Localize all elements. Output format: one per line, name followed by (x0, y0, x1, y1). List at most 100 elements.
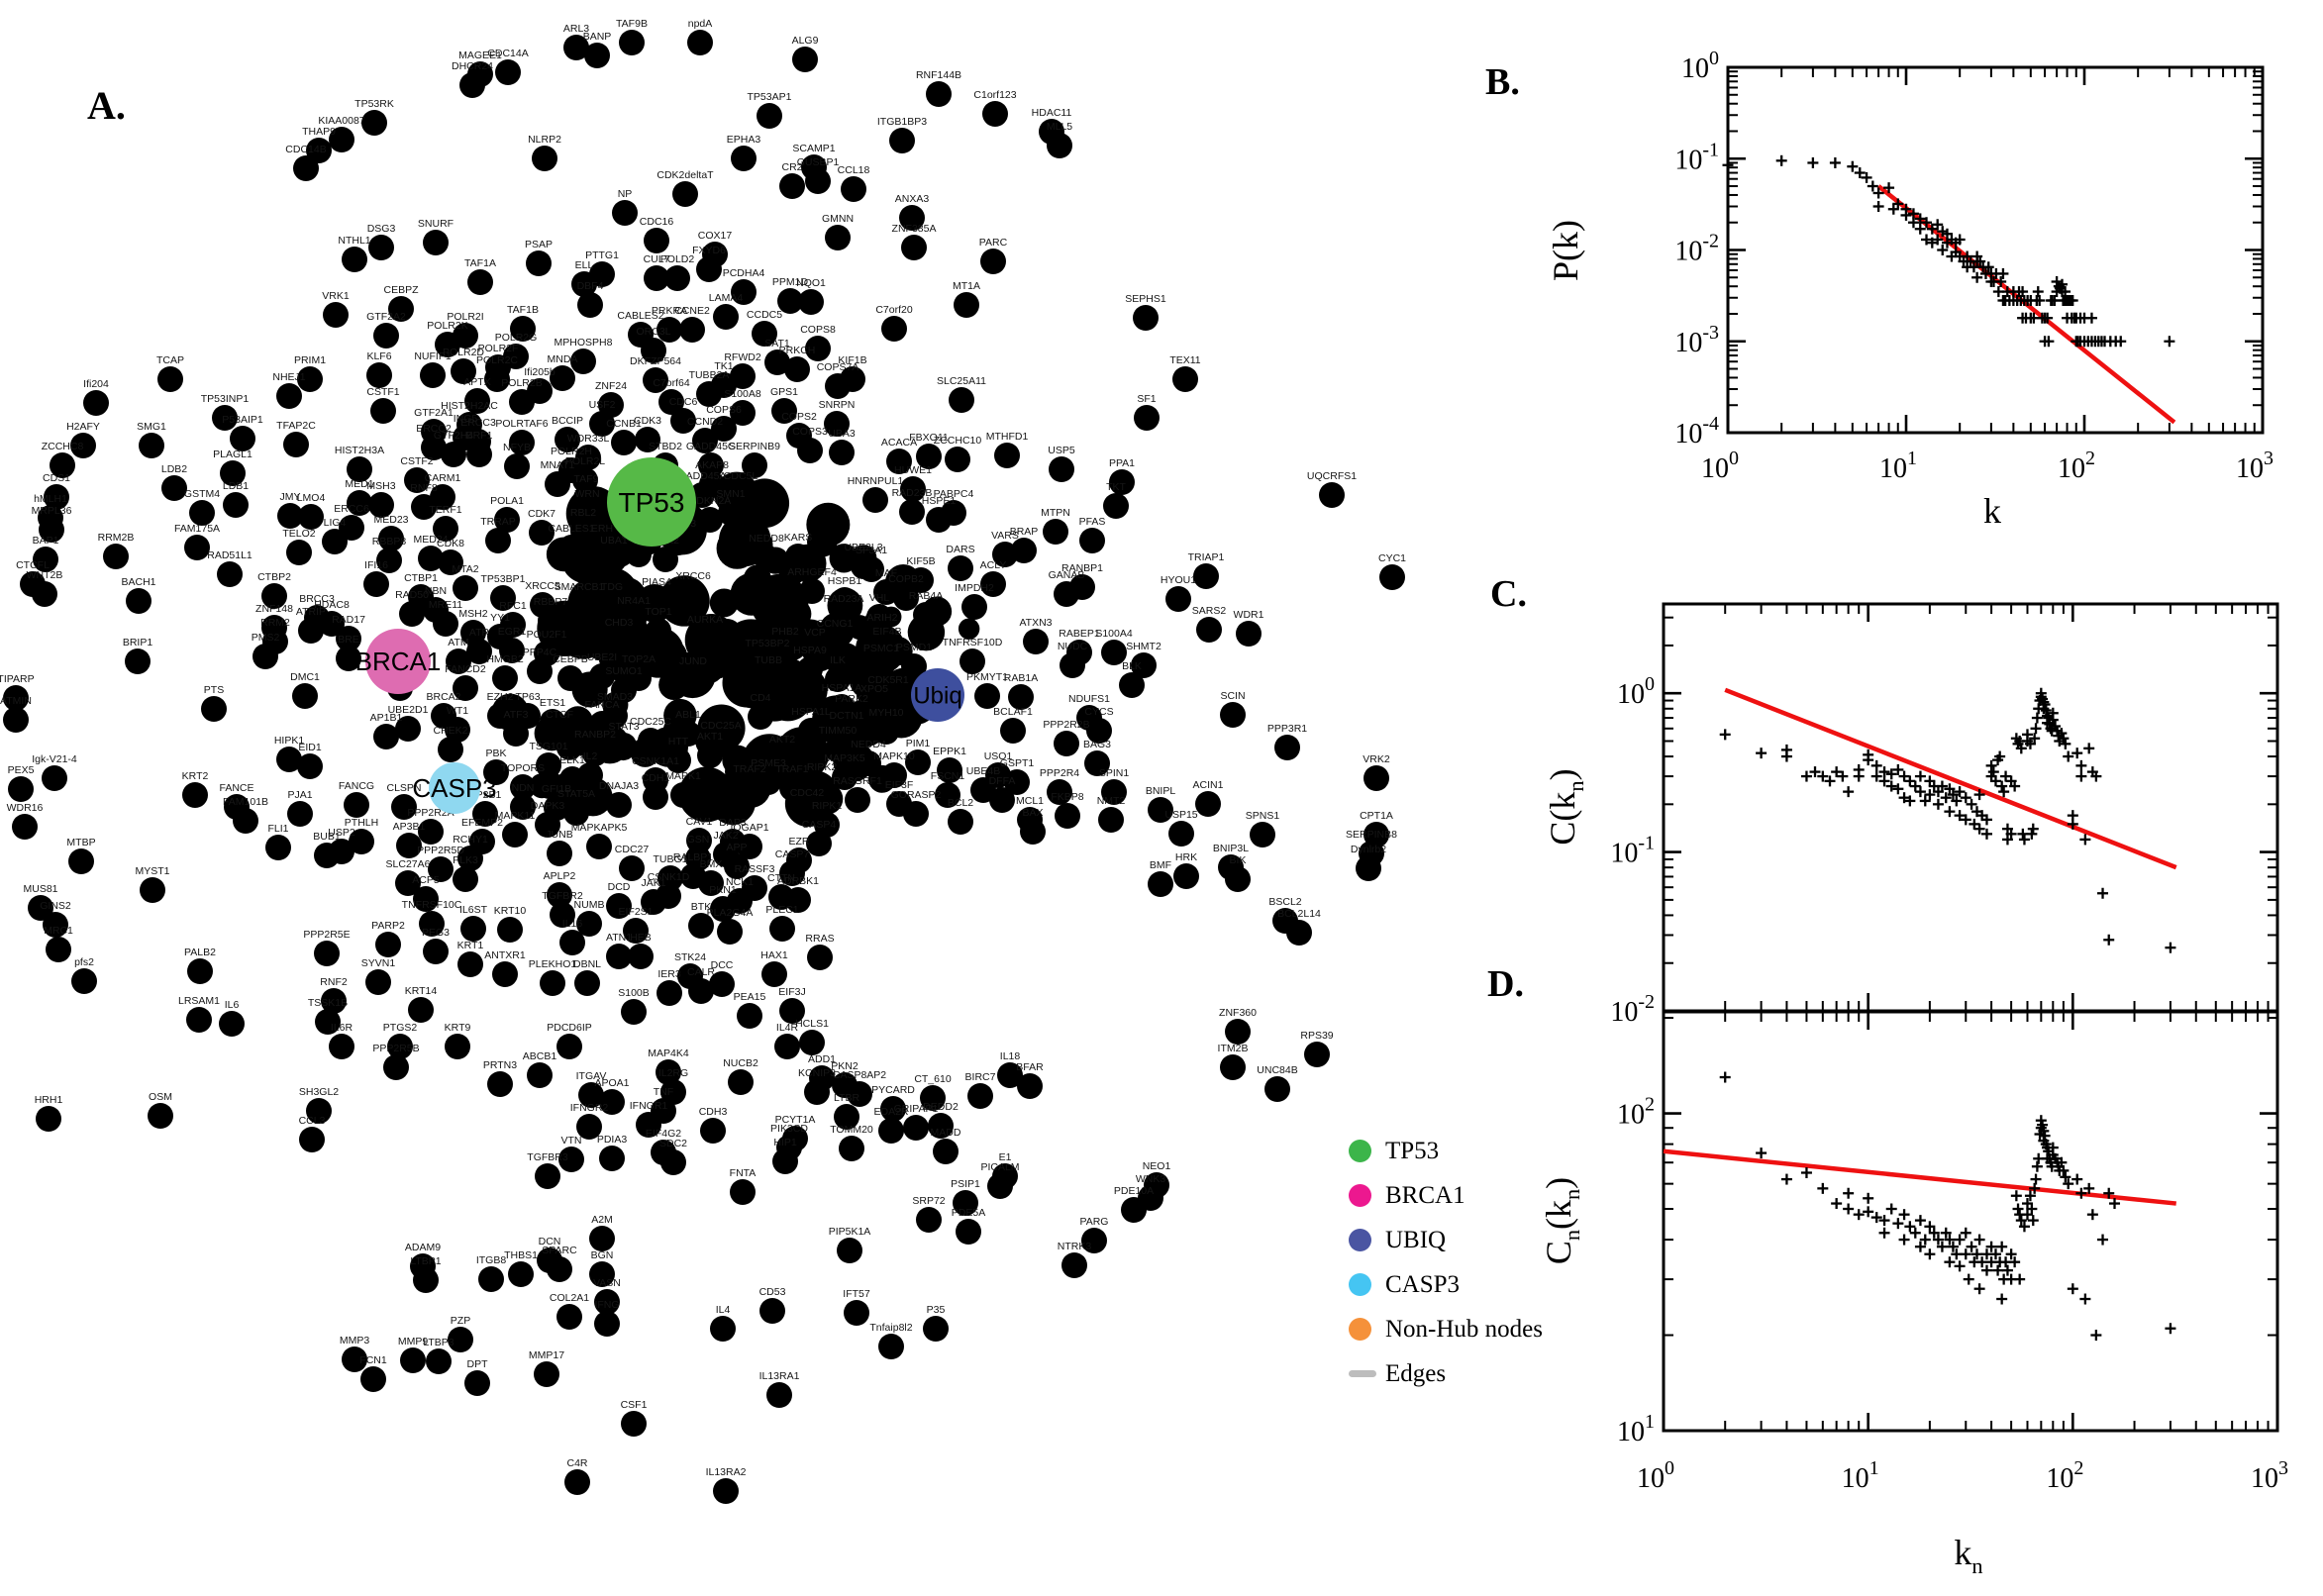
panel-c-label: C. (1490, 573, 1527, 615)
node-label: BRCC3 (299, 593, 335, 605)
node-label: CASP4 (802, 819, 837, 831)
node-label: BNIP3L (1213, 843, 1249, 854)
node-label: POLR2B (501, 377, 542, 389)
node-label: UNC84B (1257, 1064, 1297, 1076)
network-edge (477, 401, 671, 402)
node-label: PZP (451, 1315, 470, 1327)
node-label: TP53BP1 (481, 573, 526, 585)
node-label: RAD23B (892, 487, 933, 499)
node-label: TEX11 (1169, 354, 1200, 366)
node-label: HSPE1 (922, 495, 957, 507)
node-label: GADD45G (686, 441, 736, 452)
network-node (643, 367, 668, 393)
node-label: IMPDH2 (955, 582, 994, 594)
node-label: E1 (999, 1151, 1012, 1163)
node-label: TDG (601, 581, 623, 593)
network-node (287, 801, 313, 827)
node-label: CEBPZ (383, 284, 419, 296)
network-node (304, 605, 330, 631)
plot-frame-D (1662, 1010, 2279, 1433)
node-label: GTF2A1 (414, 407, 454, 419)
node-label: TGFBR3 (527, 1151, 568, 1163)
network-node (547, 841, 572, 866)
network-node (571, 271, 597, 297)
node-label: CTCF (546, 709, 573, 721)
network-node (717, 919, 743, 945)
network-node (724, 853, 750, 879)
node-label: EIF3J (778, 986, 805, 998)
node-label: PSAP (525, 239, 553, 250)
network-node (1379, 564, 1405, 590)
node-label: HSPB1 (828, 575, 862, 587)
network-node (184, 535, 210, 560)
network-node (344, 792, 369, 818)
network-node (839, 1136, 864, 1161)
node-label: PKN1 (709, 884, 737, 896)
node-label: CUL7 (644, 253, 670, 265)
legend-label: Non-Hub nodes (1385, 1315, 1544, 1343)
network-node (700, 1118, 726, 1144)
node-label: HEB (630, 932, 652, 944)
network-node (297, 753, 323, 779)
network-node (157, 366, 183, 392)
network-node (692, 428, 718, 453)
x-axis-title-D: kn​ (1954, 1533, 1982, 1578)
network-node (1274, 735, 1300, 760)
network-node (391, 794, 417, 820)
node-label: SPNS1 (1246, 810, 1280, 822)
node-label: SUMO1 (605, 665, 643, 677)
node-label: WDR1 (1234, 609, 1264, 621)
network-node (599, 1146, 625, 1171)
network-node (656, 980, 682, 1006)
network-node (453, 866, 478, 892)
node-label: PSMD1 (896, 642, 932, 653)
network-node (534, 1361, 559, 1387)
node-label: MSH3 (366, 480, 395, 492)
node-label: EFEMP2 (461, 817, 503, 829)
network-node (697, 743, 723, 768)
node-label: RAD51L1 (207, 549, 252, 561)
node-label: MED23 (373, 514, 408, 526)
node-label: TAF9 (574, 473, 599, 485)
network-node (577, 762, 603, 788)
network-node (435, 332, 460, 357)
node-label: S100A4 (1095, 628, 1133, 640)
node-label: PSMC1 (863, 643, 899, 654)
node-label: COPS7A (817, 361, 859, 373)
network-node (792, 47, 818, 72)
node-label: BIK (1230, 854, 1247, 866)
node-label: SCAMP1 (792, 143, 835, 154)
network-node (438, 549, 463, 575)
network-node (446, 648, 471, 674)
network-edge (861, 653, 1074, 1265)
node-label: PLEKHO1 (529, 958, 577, 970)
node-label: PJA1 (287, 789, 312, 801)
network-node (212, 405, 238, 431)
network-node (832, 764, 858, 790)
legend-item-tp53: TP53 (1349, 1129, 1606, 1173)
node-label: ZCCHC8 (42, 441, 84, 452)
node-label: PEG3 (422, 927, 450, 939)
node-label: SRP72 (912, 1195, 945, 1207)
network-node (698, 870, 724, 896)
node-label: PTGS2 (383, 1022, 418, 1034)
network-node (656, 1059, 681, 1085)
network-node (529, 520, 555, 546)
network-node (576, 911, 602, 937)
node-label: UBE2L3 (844, 542, 882, 553)
network-node (1098, 807, 1124, 833)
network-node (696, 381, 722, 407)
network-node (761, 961, 787, 987)
network-node (961, 594, 987, 620)
node-label: SF1 (1137, 393, 1156, 405)
node-label: TNFRSF10D (943, 637, 1003, 648)
node-label: POLR2L (565, 455, 605, 467)
network-node (400, 1347, 426, 1373)
node-label: POLR2D (443, 347, 484, 358)
node-label: ING5 (454, 413, 478, 425)
node-label: CDC5L (724, 470, 758, 482)
node-label: NLRP2 (528, 134, 561, 146)
network-node (538, 608, 563, 634)
node-label: BRCA2 (426, 691, 460, 703)
